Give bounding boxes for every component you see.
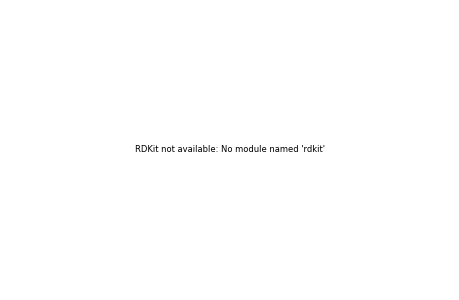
Text: RDKit not available: No module named 'rdkit': RDKit not available: No module named 'rd…	[134, 146, 325, 154]
